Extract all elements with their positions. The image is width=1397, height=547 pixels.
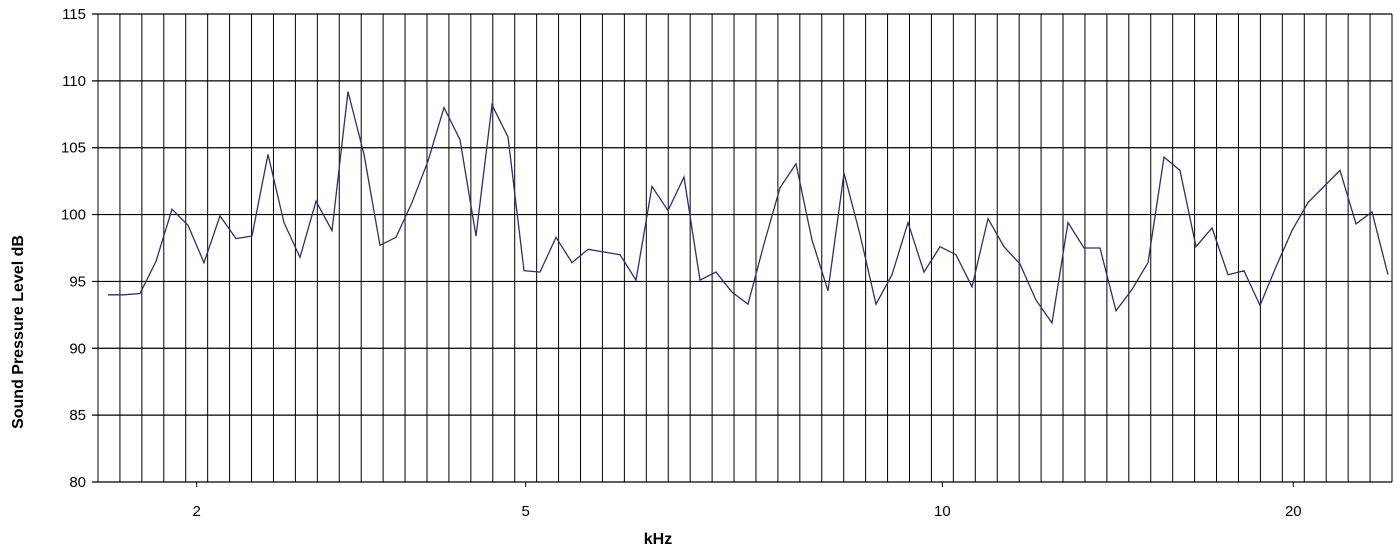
y-tick-label: 85 [69, 407, 86, 424]
x-tick-label: 5 [522, 503, 530, 520]
y-axis-label: Sound Pressure Level dB [10, 235, 27, 429]
x-tick-label: 10 [934, 503, 951, 520]
y-tick-label: 100 [61, 207, 86, 224]
y-tick-label: 110 [62, 73, 86, 90]
series-line [108, 91, 1389, 325]
y-axis-ticks: 80 85 90 95 100 105 110 115 [61, 6, 86, 491]
y-tick-label: 90 [69, 340, 86, 357]
y-tick-label: 115 [62, 6, 86, 23]
y-tick-label: 95 [69, 273, 86, 290]
y-tick-label: 105 [61, 140, 86, 157]
x-axis-ticks: 2 5 10 20 [193, 482, 1302, 520]
x-axis-label: kHz [644, 531, 672, 547]
horizontal-gridlines [92, 13, 1392, 483]
vertical-gridlines [97, 14, 1393, 482]
y-tick-label: 80 [69, 474, 86, 491]
x-tick-label: 20 [1285, 503, 1302, 520]
x-tick-label: 2 [193, 503, 201, 520]
